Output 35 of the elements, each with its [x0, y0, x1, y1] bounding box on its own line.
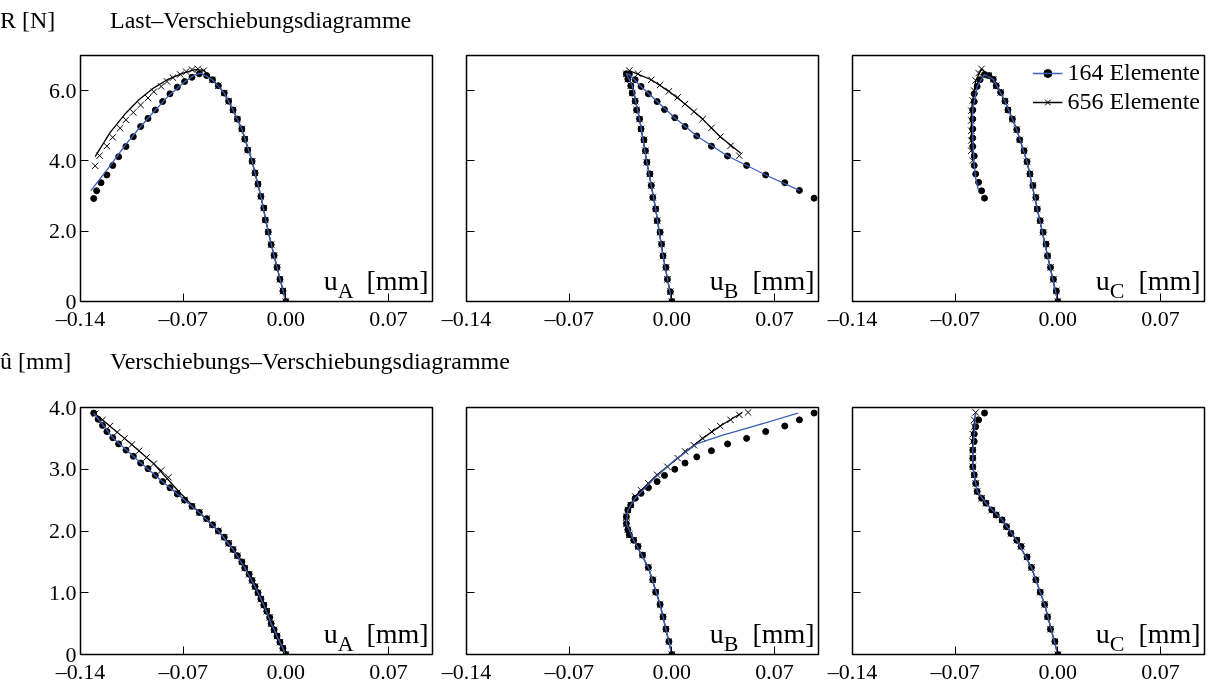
chart-title: Last–Verschiebungsdiagramme [110, 7, 412, 33]
chart-title: Verschiebungs–Verschiebungsdiagramme [110, 348, 510, 374]
x-tick-label: 0.00 [652, 305, 692, 331]
legend-label: 164 Elemente [1067, 59, 1200, 86]
x-tick-label: 0.00 [1038, 658, 1078, 684]
x-tick-label: 0.00 [266, 305, 306, 331]
x-tick-label: 0.07 [1141, 305, 1180, 331]
y-tick-label: 2.0 [49, 218, 77, 244]
x-tick-label: –0.07 [929, 658, 980, 684]
x-tick-label: –0.14 [440, 658, 492, 684]
legend-label: 656 Elemente [1067, 88, 1200, 115]
x-tick-label: 0.07 [369, 305, 408, 331]
x-tick-label: 0.07 [755, 658, 794, 684]
x-tick-label: –0.07 [543, 305, 594, 331]
x-tick-label: 0.07 [369, 658, 408, 684]
x-tick-label: –0.14 [440, 305, 492, 331]
y-tick-label: 4.0 [49, 147, 77, 173]
x-tick-label: –0.14 [826, 305, 878, 331]
x-tick-label: 0.00 [1038, 305, 1078, 331]
y-tick-label: 6.0 [49, 77, 77, 103]
x-tick-label: –0.07 [929, 305, 980, 331]
x-tick-label: 0.07 [755, 305, 794, 331]
x-tick-label: –0.14 [826, 658, 878, 684]
x-tick-label: 0.00 [266, 658, 306, 684]
y-tick-label: 2.0 [49, 518, 77, 543]
x-tick-label: –0.07 [157, 658, 208, 684]
x-tick-label: 0.07 [1141, 658, 1180, 684]
y-axis-title: û [mm] [0, 347, 73, 376]
y-tick-label: 4.0 [49, 394, 77, 420]
x-tick-label: –0.07 [543, 658, 594, 684]
y-tick-label: 1.0 [49, 579, 77, 605]
x-tick-label: –0.07 [157, 305, 208, 331]
x-tick-label: 0.00 [652, 658, 692, 684]
y-axis-title: R [N] [0, 6, 57, 35]
y-tick-label: 3.0 [49, 456, 77, 482]
